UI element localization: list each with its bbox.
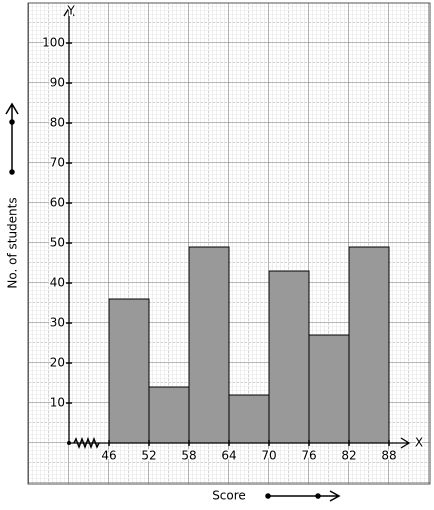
y-tick-label: 90 — [50, 76, 65, 90]
x-axis — [69, 437, 411, 449]
origin-dot — [67, 441, 71, 445]
y-axis-letter: Y — [66, 4, 75, 18]
bar — [188, 246, 230, 444]
bar — [108, 298, 150, 444]
bar — [348, 246, 390, 444]
x-tick-label: 76 — [301, 449, 316, 463]
y-tick-label: 60 — [50, 196, 65, 210]
x-axis-title: Score — [212, 489, 246, 503]
bar — [268, 270, 310, 444]
y-tick-label: 70 — [50, 156, 65, 170]
x-axis-letter: X — [415, 436, 423, 450]
x-tick-label: 52 — [141, 449, 156, 463]
bar — [228, 394, 270, 444]
x-tick-label: 82 — [341, 449, 356, 463]
y-tick-label: 20 — [50, 356, 65, 370]
y-tick-label: 40 — [50, 276, 65, 290]
x-tick-label: 88 — [381, 449, 396, 463]
y-tick-label: 80 — [50, 116, 65, 130]
y-tick-label: 100 — [42, 36, 65, 50]
y-tick-label: 30 — [50, 316, 65, 330]
axis-break — [73, 436, 100, 450]
y-tick-label: 50 — [50, 236, 65, 250]
graph-paper — [27, 2, 431, 485]
x-tick-label: 58 — [181, 449, 196, 463]
x-tick-label: 70 — [261, 449, 276, 463]
y-axis — [63, 6, 75, 443]
y-tick-label: 10 — [50, 396, 65, 410]
y-axis-title: No. of students — [6, 197, 20, 288]
x-tick-label: 46 — [101, 449, 116, 463]
bar — [308, 334, 350, 444]
bar — [148, 386, 190, 444]
decor-arrows — [5, 102, 341, 502]
x-tick-label: 64 — [221, 449, 236, 463]
